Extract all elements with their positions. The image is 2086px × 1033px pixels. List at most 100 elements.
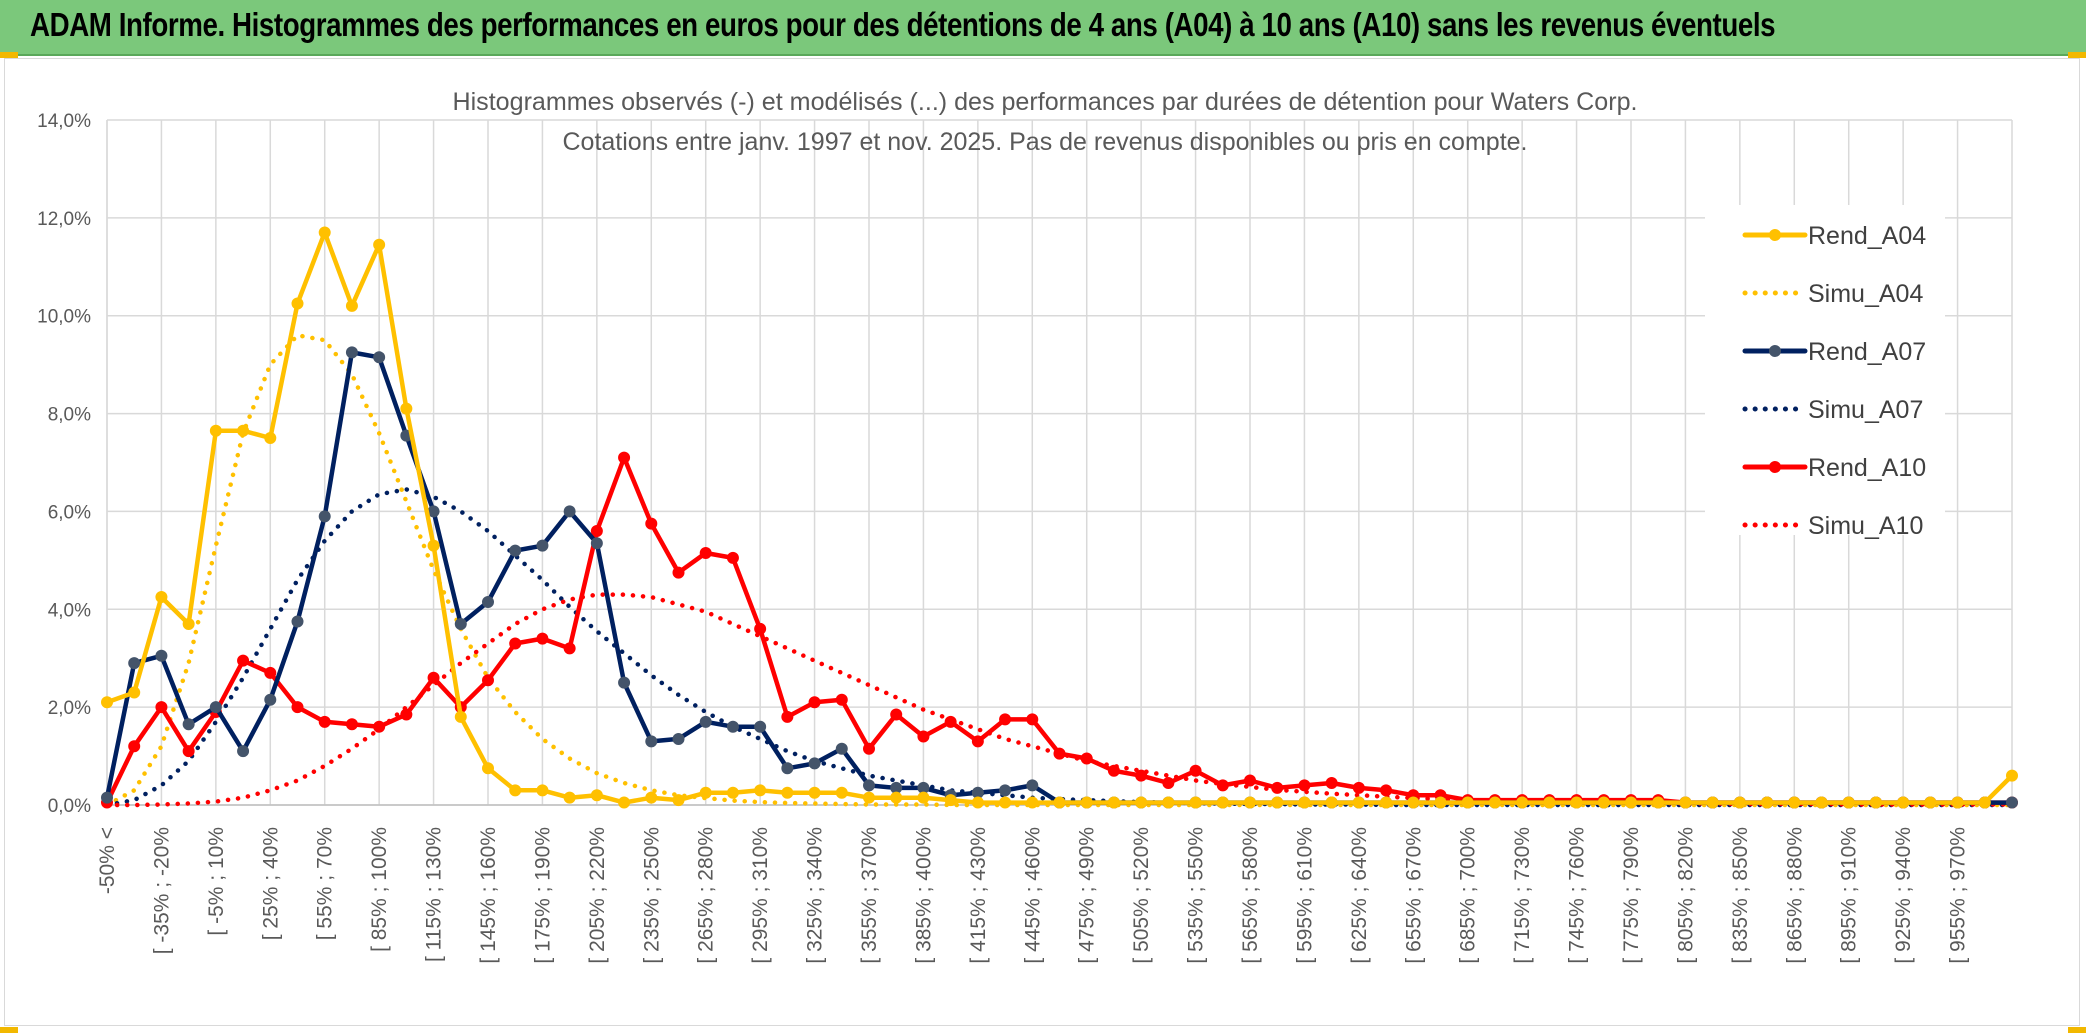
- data-point-rend_a04: [1053, 796, 1066, 809]
- data-point-rend_a07: [699, 715, 712, 728]
- x-tick-label: [ 385% ; 400%: [912, 827, 935, 964]
- y-tick-label: 8,0%: [48, 405, 91, 426]
- data-point-rend_a04: [1815, 796, 1828, 809]
- data-point-rend_a07: [318, 510, 331, 523]
- data-point-rend_a04: [1842, 796, 1855, 809]
- data-point-rend_a10: [781, 710, 794, 723]
- data-point-rend_a04: [726, 786, 739, 799]
- legend-marker-rend_a07: [1769, 345, 1781, 357]
- data-point-rend_a07: [563, 505, 576, 518]
- x-tick-label: [ 475% ; 490%: [1076, 827, 1099, 964]
- data-point-rend_a10: [999, 713, 1012, 726]
- data-point-rend_a04: [1543, 796, 1556, 809]
- series-line-simu_a10: [104, 592, 2015, 808]
- data-point-rend_a04: [1434, 796, 1447, 809]
- data-point-rend_a10: [726, 551, 739, 564]
- x-tick-label: [ 745% ; 760%: [1566, 827, 1589, 964]
- data-point-rend_a10: [1325, 776, 1338, 789]
- data-point-rend_a04: [128, 686, 141, 699]
- x-tick-label: [ 325% ; 340%: [804, 827, 827, 964]
- data-point-rend_a10: [1162, 776, 1175, 789]
- data-point-rend_a04: [1461, 796, 1474, 809]
- x-tick-label: [ 355% ; 370%: [858, 827, 881, 964]
- data-point-rend_a07: [808, 757, 821, 770]
- y-tick-label: 0,0%: [48, 796, 91, 817]
- data-point-rend_a04: [590, 789, 603, 802]
- x-tick-label: [ 205% ; 220%: [586, 827, 609, 964]
- x-tick-label: [ 625% ; 640%: [1348, 827, 1371, 964]
- data-point-rend_a04: [1570, 796, 1583, 809]
- data-point-rend_a04: [944, 794, 957, 807]
- x-tick-label: [ 235% ; 250%: [640, 827, 663, 964]
- data-point-rend_a07: [781, 762, 794, 775]
- data-point-rend_a07: [509, 544, 522, 557]
- x-tick-label: [ 895% ; 910%: [1838, 827, 1861, 964]
- data-point-rend_a10: [1107, 764, 1120, 777]
- data-point-rend_a10: [318, 715, 331, 728]
- data-point-rend_a07: [373, 351, 386, 364]
- data-point-rend_a04: [1652, 796, 1665, 809]
- data-point-rend_a07: [2006, 796, 2018, 809]
- data-point-rend_a07: [237, 745, 250, 758]
- data-point-rend_a07: [863, 779, 875, 792]
- data-point-rend_a04: [1706, 796, 1719, 809]
- data-point-rend_a10: [509, 637, 522, 650]
- data-point-rend_a10: [890, 708, 903, 721]
- data-point-rend_a07: [291, 615, 304, 628]
- data-point-rend_a04: [482, 762, 494, 775]
- data-point-rend_a10: [944, 715, 957, 728]
- x-tick-label: [ 265% ; 280%: [695, 827, 718, 964]
- data-point-rend_a04: [808, 786, 821, 799]
- data-point-rend_a04: [645, 791, 658, 804]
- data-point-rend_a04: [1733, 796, 1746, 809]
- data-point-rend_a04: [345, 299, 358, 312]
- data-point-rend_a10: [182, 745, 195, 758]
- data-point-rend_a04: [754, 784, 767, 797]
- x-tick-label: [ -35% ; -20%: [150, 827, 173, 954]
- data-point-rend_a04: [563, 791, 576, 804]
- data-point-rend_a07: [590, 537, 603, 550]
- data-point-rend_a10: [373, 720, 386, 733]
- x-tick-label: [ 55% ; 70%: [314, 827, 337, 940]
- data-point-rend_a10: [482, 674, 494, 687]
- data-point-rend_a04: [2006, 769, 2018, 782]
- data-point-rend_a10: [1352, 781, 1365, 794]
- data-point-rend_a07: [754, 720, 767, 733]
- legend-marker-rend_a10: [1769, 461, 1781, 473]
- data-point-rend_a10: [863, 742, 875, 755]
- data-point-rend_a10: [291, 701, 304, 714]
- data-point-rend_a10: [645, 517, 658, 530]
- data-point-rend_a07: [645, 735, 658, 748]
- data-point-rend_a04: [1298, 796, 1311, 809]
- data-point-rend_a04: [618, 796, 631, 809]
- legend-box: [1705, 205, 1945, 535]
- data-point-rend_a04: [1352, 796, 1365, 809]
- legend-label-rend_a07: Rend_A07: [1808, 338, 1926, 366]
- x-tick-label: [ 505% ; 520%: [1130, 827, 1153, 964]
- data-point-rend_a04: [1189, 796, 1202, 809]
- data-point-rend_a04: [1761, 796, 1774, 809]
- data-point-rend_a07: [618, 676, 631, 689]
- data-point-rend_a04: [1216, 796, 1229, 809]
- data-point-rend_a10: [1380, 784, 1393, 797]
- data-point-rend_a10: [1244, 774, 1256, 787]
- data-point-rend_a04: [427, 539, 440, 552]
- data-point-rend_a04: [1516, 796, 1529, 809]
- x-tick-label: [ 925% ; 940%: [1892, 827, 1915, 964]
- data-point-rend_a04: [1271, 796, 1284, 809]
- legend-label-simu_a04: Simu_A04: [1808, 280, 1923, 308]
- data-point-rend_a04: [890, 791, 903, 804]
- y-tick-label: 4,0%: [48, 600, 91, 621]
- data-point-rend_a10: [618, 451, 631, 464]
- data-point-rend_a04: [101, 696, 113, 709]
- data-point-rend_a04: [1162, 796, 1175, 809]
- data-point-rend_a04: [835, 786, 848, 799]
- y-tick-label: 2,0%: [48, 698, 91, 719]
- legend-label-simu_a07: Simu_A07: [1808, 396, 1923, 424]
- data-point-rend_a10: [427, 671, 440, 684]
- data-point-rend_a04: [509, 784, 522, 797]
- legend: Rend_A04 Simu_A04 Rend_A07 Simu_A07 Rend_A10…: [1705, 205, 1945, 540]
- report-banner: ADAM Informe. Histogrammes des performan…: [0, 0, 2086, 56]
- data-point-rend_a04: [1924, 796, 1937, 809]
- data-point-rend_a10: [590, 525, 603, 537]
